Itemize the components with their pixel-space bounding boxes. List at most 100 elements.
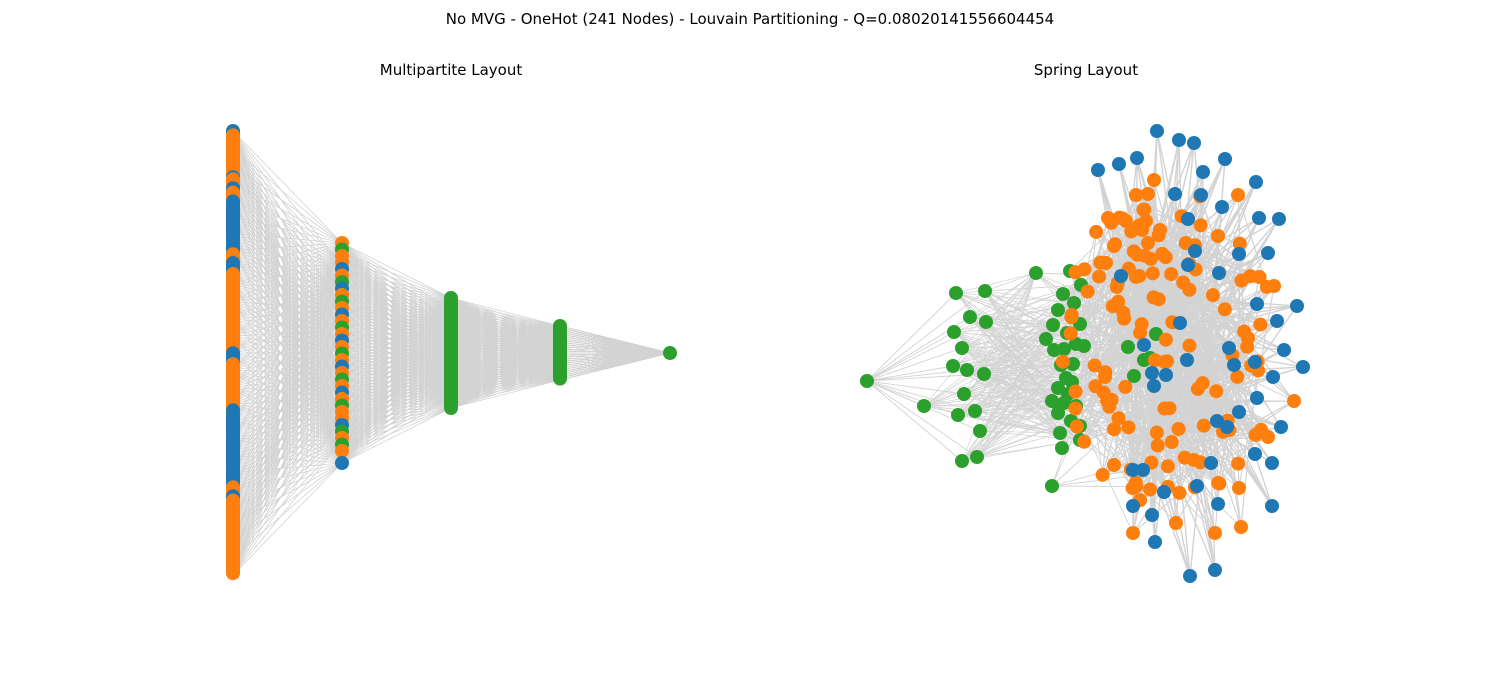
multipartite-edge <box>232 264 343 524</box>
multipartite-node-layer-3 <box>553 371 567 386</box>
spring-node <box>1248 427 1263 442</box>
spring-edge <box>1218 361 1259 484</box>
multipartite-edge <box>341 297 452 438</box>
multipartite-edge <box>232 286 343 576</box>
spring-node <box>1126 463 1140 477</box>
multipartite-edge <box>341 297 452 312</box>
spring-node <box>1248 447 1262 461</box>
multipartite-edge <box>232 242 343 405</box>
spring-node <box>917 399 931 413</box>
multipartite-edge <box>232 242 343 286</box>
spring-node <box>1140 187 1155 202</box>
spring-edge <box>1202 369 1259 384</box>
spring-node <box>1177 450 1192 465</box>
spring-node <box>1077 339 1091 353</box>
multipartite-edge <box>232 181 343 244</box>
spring-node <box>1253 317 1268 332</box>
multipartite-edge <box>232 242 343 388</box>
spring-node <box>1212 476 1227 491</box>
multipartite-edge <box>450 325 561 371</box>
spring-edge <box>1067 393 1134 534</box>
multipartite-layout-graph <box>226 124 677 581</box>
multipartite-edge <box>232 286 343 439</box>
spring-edge <box>1164 305 1216 571</box>
multipartite-edge <box>341 297 452 379</box>
spring-node <box>1164 267 1179 282</box>
multipartite-edge <box>450 379 561 409</box>
spring-node <box>1181 212 1195 226</box>
spring-node <box>1153 223 1167 237</box>
multipartite-edge <box>341 297 452 337</box>
spring-node <box>1234 520 1248 534</box>
multipartite-edge <box>232 242 343 320</box>
multipartite-edge <box>341 319 452 396</box>
spring-edge <box>1087 217 1109 292</box>
multipartite-edge <box>232 130 343 266</box>
spring-node <box>1252 211 1266 225</box>
multipartite-edge <box>341 308 452 464</box>
spring-node <box>1243 269 1258 284</box>
spring-node <box>1193 455 1208 470</box>
spring-edge <box>976 272 1037 458</box>
multipartite-edge <box>341 319 452 421</box>
spring-layout-graph <box>860 124 1310 583</box>
spring-node <box>1099 256 1113 270</box>
spring-node <box>1089 224 1104 239</box>
multipartite-edge <box>450 352 561 409</box>
spring-node <box>1091 163 1105 177</box>
spring-node <box>949 286 963 300</box>
spring-node <box>1045 479 1059 493</box>
figure-title: No MVG - OneHot (241 Nodes) - Louvain Pa… <box>445 10 1055 28</box>
spring-node <box>1092 269 1107 284</box>
multipartite-edge <box>341 297 452 354</box>
spring-node <box>1218 152 1232 166</box>
multipartite-edge <box>232 242 343 576</box>
spring-node <box>979 315 993 329</box>
spring-node <box>1205 288 1220 303</box>
spring-node <box>1119 214 1133 228</box>
spring-edge <box>866 331 955 382</box>
multipartite-edge <box>450 325 561 350</box>
multipartite-edge <box>232 286 343 405</box>
multipartite-edge <box>341 308 452 455</box>
spring-node <box>1232 236 1247 251</box>
multipartite-edge <box>232 308 343 559</box>
multipartite-edge <box>341 319 452 362</box>
spring-node <box>1169 516 1183 530</box>
multipartite-edge <box>341 363 452 464</box>
multipartite-edge <box>450 331 561 400</box>
spring-node <box>1145 266 1160 281</box>
multipartite-edge <box>232 264 343 439</box>
multipartite-edge <box>341 319 452 455</box>
spring-edge <box>866 380 965 395</box>
spring-node <box>1212 266 1226 280</box>
spring-node <box>1232 247 1246 261</box>
spring-node <box>1087 358 1102 373</box>
spring-node <box>1137 202 1152 217</box>
spring-edge <box>957 324 1054 416</box>
multipartite-edge <box>341 267 452 299</box>
spring-node <box>1145 508 1159 522</box>
spring-node <box>860 374 874 388</box>
multipartite-edge <box>450 325 561 341</box>
multipartite-edge <box>232 242 343 337</box>
spring-edge <box>1203 425 1240 489</box>
spring-node <box>1046 318 1060 332</box>
spring-node <box>1130 247 1145 262</box>
spring-node <box>1270 314 1284 328</box>
spring-edge <box>866 321 987 382</box>
multipartite-edge <box>232 462 343 576</box>
multipartite-edge <box>341 284 452 310</box>
spring-node <box>1133 325 1148 340</box>
spring-edge <box>976 400 1053 458</box>
multipartite-edge <box>450 336 561 405</box>
multipartite-edge <box>232 264 343 320</box>
multipartite-edge <box>232 264 343 405</box>
multipartite-edge <box>341 308 452 379</box>
multipartite-edge <box>341 268 452 310</box>
multipartite-edge <box>450 374 561 409</box>
multipartite-edge <box>450 301 561 327</box>
spring-node <box>960 363 974 377</box>
multipartite-edge <box>450 336 561 409</box>
